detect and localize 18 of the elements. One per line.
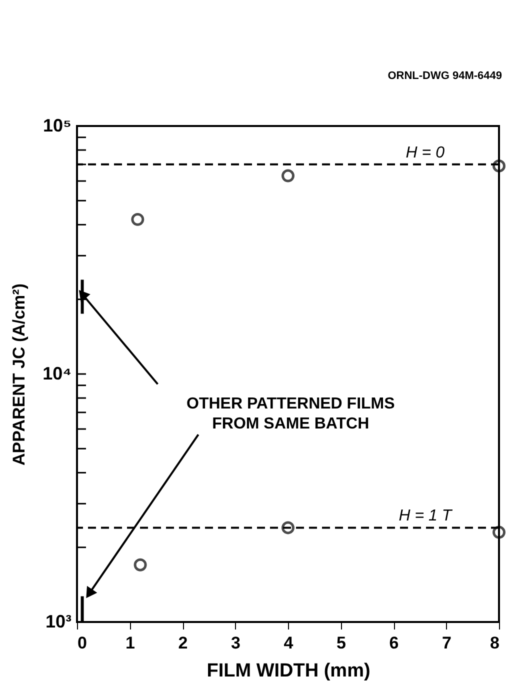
y-tick-label: 10⁵ xyxy=(43,116,72,136)
x-tick-label: 8 xyxy=(490,634,500,652)
x-tick-label: 5 xyxy=(336,634,346,652)
x-tick-label: 0 xyxy=(78,634,87,652)
text: ORNL-DWG 94M-6449 xyxy=(388,70,502,82)
x-tick-label: 7 xyxy=(442,634,452,652)
y-tick-label: 10⁴ xyxy=(42,364,72,384)
x-tick-label: 6 xyxy=(389,634,399,652)
y-axis-title: APPARENT JC (A/cm²) xyxy=(10,284,29,466)
y-tick-label: 10³ xyxy=(45,612,72,632)
annotation: OTHER PATTERNED FILMS FROM SAME BATCH xyxy=(186,396,396,433)
annotation: H = 1 T xyxy=(398,508,453,525)
annotation: H = 0 xyxy=(406,144,445,162)
x-tick-label: 3 xyxy=(231,634,240,652)
x-axis-title: FILM WIDTH (mm) xyxy=(206,660,370,682)
x-tick-label: 1 xyxy=(126,634,135,652)
x-tick-label: 2 xyxy=(178,634,188,652)
x-tick-label: 4 xyxy=(284,634,294,652)
